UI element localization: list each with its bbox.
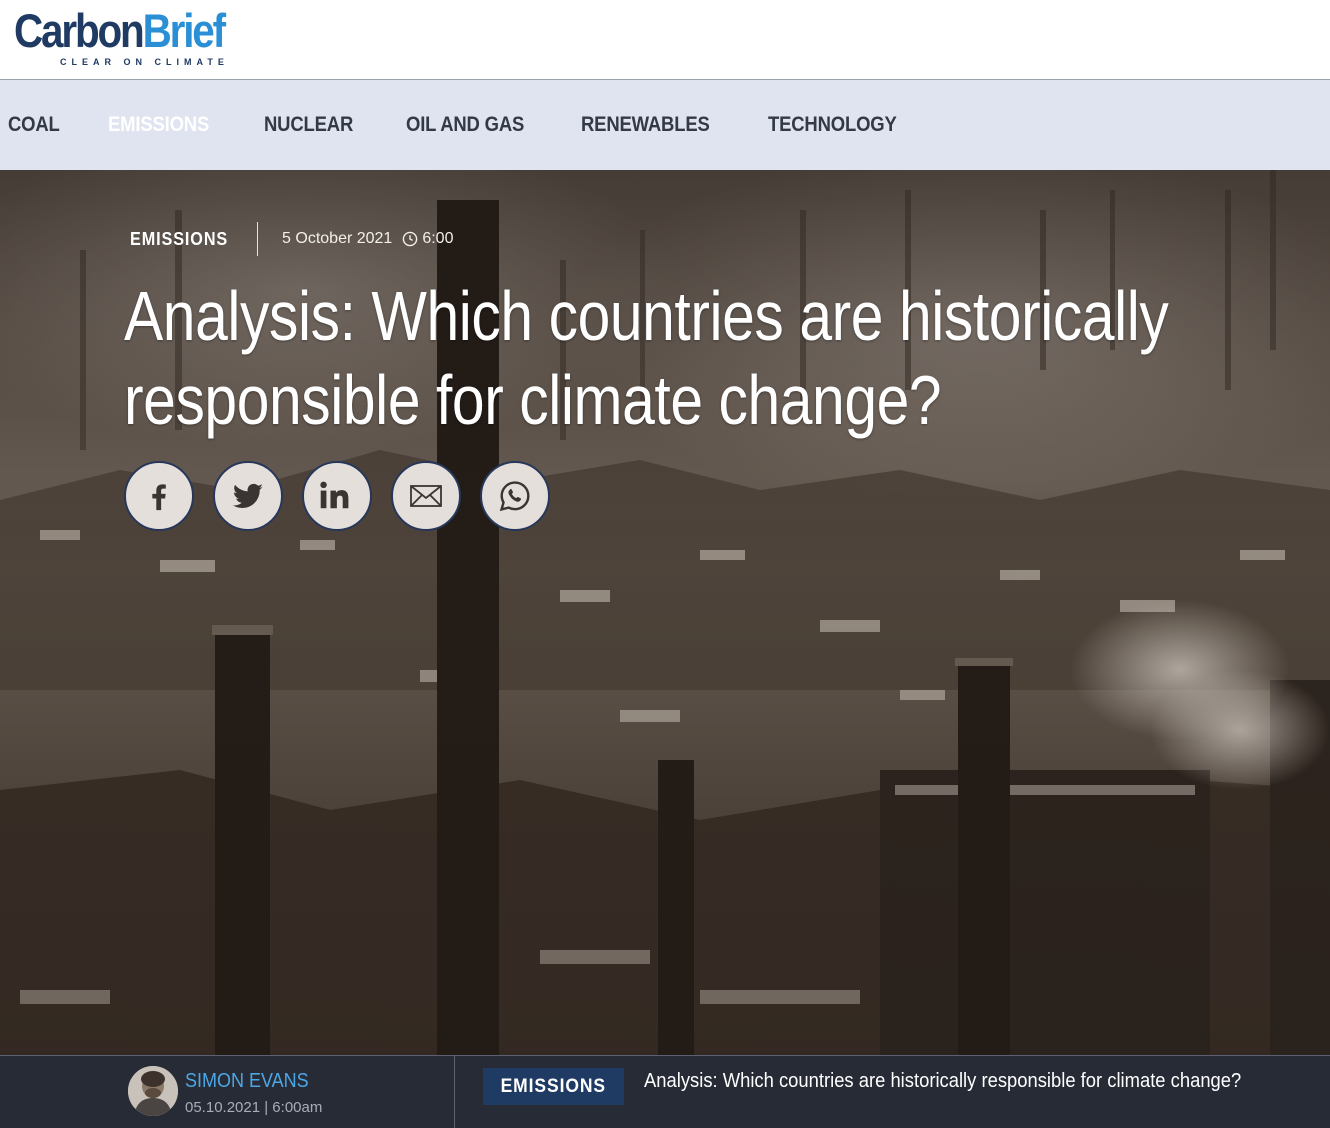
nav-item-coal[interactable]: COAL bbox=[8, 113, 60, 136]
nav-item-technology[interactable]: TECHNOLOGY bbox=[768, 113, 897, 136]
category-link[interactable]: EMISSIONS bbox=[130, 228, 229, 249]
logo-wordmark: CarbonBrief bbox=[14, 4, 226, 57]
share-linkedin-button[interactable] bbox=[302, 461, 372, 531]
site-header: CarbonBrief CLEAR ON CLIMATE bbox=[0, 0, 1330, 80]
title-line-1: Analysis: Which countries are historical… bbox=[124, 277, 1169, 355]
author-photo bbox=[128, 1066, 178, 1116]
article-meta: EMISSIONS 5 October 2021 6:00 bbox=[130, 222, 453, 256]
sticky-article-title: Analysis: Which countries are historical… bbox=[644, 1070, 1242, 1092]
sticky-byline-bar: SIMON EVANS 05.10.2021 | 6:00am EMISSION… bbox=[0, 1055, 1330, 1128]
category-tag-button[interactable]: EMISSIONS bbox=[483, 1068, 624, 1105]
nav-item-emissions[interactable]: EMISSIONS bbox=[107, 113, 209, 136]
share-twitter-button[interactable] bbox=[213, 461, 283, 531]
publish-time: 6:00 bbox=[422, 230, 454, 247]
share-facebook-button[interactable] bbox=[124, 461, 194, 531]
share-buttons bbox=[124, 461, 569, 531]
nav-item-oil-and-gas[interactable]: OIL AND GAS bbox=[405, 113, 525, 136]
category-tag-label: EMISSIONS bbox=[500, 1075, 606, 1097]
meta-divider bbox=[257, 222, 259, 256]
twitter-icon bbox=[232, 483, 263, 508]
author-avatar[interactable] bbox=[128, 1066, 178, 1116]
share-whatsapp-button[interactable] bbox=[480, 461, 550, 531]
nav-item-nuclear[interactable]: NUCLEAR bbox=[263, 113, 353, 136]
publish-date: 5 October 2021 bbox=[282, 230, 393, 247]
nav-item-renewables[interactable]: RENEWABLES bbox=[581, 113, 710, 136]
logo-tagline: CLEAR ON CLIMATE bbox=[60, 57, 229, 67]
byline-datetime: 05.10.2021 | 6:00am bbox=[185, 1099, 323, 1116]
hero-overlay bbox=[0, 170, 1330, 1055]
article-hero: EMISSIONS 5 October 2021 6:00 Analysis: … bbox=[0, 170, 1330, 1055]
share-email-button[interactable] bbox=[391, 461, 461, 531]
bar-divider bbox=[454, 1056, 455, 1128]
linkedin-icon bbox=[320, 481, 349, 509]
author-name-link[interactable]: SIMON EVANS bbox=[185, 1070, 309, 1092]
carbonbrief-logo[interactable]: CarbonBrief CLEAR ON CLIMATE bbox=[14, 4, 234, 70]
facebook-icon bbox=[152, 484, 166, 511]
clock-icon bbox=[403, 231, 418, 247]
title-line-2: responsible for climate change? bbox=[124, 361, 942, 439]
email-icon bbox=[410, 485, 442, 507]
whatsapp-icon bbox=[499, 481, 530, 512]
topic-nav: COAL EMISSIONS NUCLEAR OIL AND GAS RENEW… bbox=[0, 80, 1330, 170]
article-title: Analysis: Which countries are historical… bbox=[124, 274, 1233, 442]
